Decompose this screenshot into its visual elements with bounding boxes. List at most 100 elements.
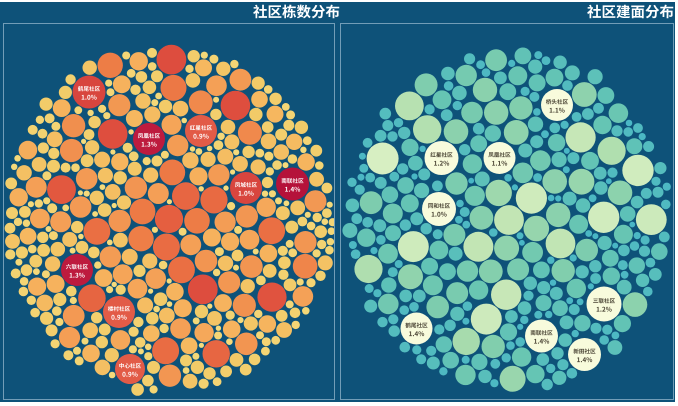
bubble[interactable] bbox=[111, 202, 117, 209]
bubble[interactable] bbox=[515, 337, 525, 347]
bubble[interactable] bbox=[462, 317, 470, 325]
bubble[interactable] bbox=[297, 216, 308, 227]
bubble[interactable] bbox=[4, 222, 16, 234]
bubble[interactable] bbox=[549, 279, 557, 286]
bubble[interactable] bbox=[202, 228, 221, 247]
bubble[interactable] bbox=[625, 119, 633, 127]
bubble[interactable] bbox=[99, 184, 106, 191]
bubble[interactable] bbox=[153, 292, 168, 307]
bubble[interactable] bbox=[468, 177, 475, 184]
bubble[interactable] bbox=[159, 323, 169, 334]
bubble[interactable] bbox=[168, 256, 195, 284]
bubble[interactable] bbox=[569, 254, 577, 262]
bubble[interactable] bbox=[257, 282, 287, 312]
bubble[interactable] bbox=[227, 202, 236, 211]
bubble[interactable] bbox=[69, 247, 76, 254]
bubble[interactable] bbox=[209, 54, 219, 64]
bubble[interactable] bbox=[378, 243, 398, 264]
bubble[interactable] bbox=[398, 264, 423, 290]
bubble[interactable] bbox=[365, 172, 376, 183]
labeled-bubble[interactable] bbox=[103, 296, 135, 328]
bubble[interactable] bbox=[545, 310, 553, 319]
bubble[interactable] bbox=[366, 142, 399, 175]
bubble[interactable] bbox=[260, 133, 277, 150]
bubble[interactable] bbox=[82, 322, 98, 339]
labeled-bubble[interactable] bbox=[115, 354, 145, 384]
bubble[interactable] bbox=[607, 167, 618, 178]
bubble[interactable] bbox=[74, 106, 83, 115]
bubble[interactable] bbox=[294, 120, 309, 134]
bubble[interactable] bbox=[523, 215, 550, 242]
labeled-bubble-circle[interactable] bbox=[400, 312, 433, 345]
bubble[interactable] bbox=[418, 168, 431, 181]
bubble[interactable] bbox=[234, 225, 243, 234]
bubble[interactable] bbox=[111, 153, 129, 171]
bubble[interactable] bbox=[216, 61, 231, 76]
bubble[interactable] bbox=[229, 68, 252, 91]
bubble[interactable] bbox=[611, 125, 623, 137]
bubble[interactable] bbox=[464, 185, 485, 206]
bubble[interactable] bbox=[147, 360, 160, 374]
bubble[interactable] bbox=[126, 68, 136, 78]
bubble[interactable] bbox=[302, 307, 310, 315]
bubble[interactable] bbox=[239, 363, 252, 376]
bubble[interactable] bbox=[190, 360, 205, 374]
bubble[interactable] bbox=[154, 204, 184, 234]
bubble[interactable] bbox=[27, 124, 38, 135]
bubble[interactable] bbox=[235, 332, 258, 356]
bubble[interactable] bbox=[45, 324, 58, 337]
bubble[interactable] bbox=[94, 269, 113, 287]
bubble[interactable] bbox=[182, 367, 190, 374]
bubble[interactable] bbox=[651, 176, 661, 186]
bubble[interactable] bbox=[44, 256, 61, 272]
bubble[interactable] bbox=[121, 248, 138, 265]
bubble[interactable] bbox=[240, 255, 263, 278]
bubble[interactable] bbox=[194, 323, 214, 343]
bubble[interactable] bbox=[78, 233, 84, 240]
bubble[interactable] bbox=[443, 81, 454, 91]
bubble[interactable] bbox=[110, 149, 116, 155]
bubble[interactable] bbox=[62, 232, 78, 247]
bubble[interactable] bbox=[173, 299, 192, 318]
bubble[interactable] bbox=[36, 294, 53, 312]
bubble[interactable] bbox=[82, 344, 100, 363]
bubble[interactable] bbox=[478, 259, 503, 284]
bubble[interactable] bbox=[357, 173, 365, 181]
bubble[interactable] bbox=[130, 84, 141, 95]
bubble[interactable] bbox=[455, 64, 477, 87]
bubble[interactable] bbox=[98, 104, 107, 113]
bubble[interactable] bbox=[19, 277, 29, 286]
bubble[interactable] bbox=[630, 195, 644, 209]
labeled-bubble[interactable] bbox=[276, 167, 309, 201]
bubble[interactable] bbox=[291, 320, 300, 330]
bubble[interactable] bbox=[462, 301, 473, 312]
labeled-bubble-circle[interactable] bbox=[541, 89, 573, 121]
bubble[interactable] bbox=[557, 359, 569, 371]
bubble[interactable] bbox=[422, 275, 443, 296]
bubble[interactable] bbox=[558, 333, 572, 347]
bubble[interactable] bbox=[509, 96, 533, 120]
bubble[interactable] bbox=[468, 280, 489, 300]
bubble[interactable] bbox=[317, 239, 327, 250]
bubble[interactable] bbox=[142, 374, 154, 387]
bubble[interactable] bbox=[277, 245, 288, 256]
bubble[interactable] bbox=[464, 53, 476, 65]
bubble[interactable] bbox=[499, 365, 526, 392]
bubble[interactable] bbox=[26, 295, 36, 305]
bubble[interactable] bbox=[143, 167, 159, 183]
bubble[interactable] bbox=[516, 232, 524, 240]
bubble[interactable] bbox=[474, 171, 490, 187]
bubble[interactable] bbox=[182, 152, 199, 169]
bubble[interactable] bbox=[506, 341, 515, 350]
bubble[interactable] bbox=[562, 191, 577, 206]
bubble[interactable] bbox=[77, 190, 83, 196]
bubble[interactable] bbox=[19, 206, 31, 218]
bubble[interactable] bbox=[104, 348, 119, 363]
bubble[interactable] bbox=[159, 159, 186, 186]
bubble[interactable] bbox=[420, 223, 432, 235]
bubble[interactable] bbox=[471, 353, 488, 370]
bubble[interactable] bbox=[508, 66, 528, 86]
bubble[interactable] bbox=[317, 255, 333, 271]
bubble[interactable] bbox=[278, 269, 289, 280]
bubble[interactable] bbox=[394, 260, 403, 268]
